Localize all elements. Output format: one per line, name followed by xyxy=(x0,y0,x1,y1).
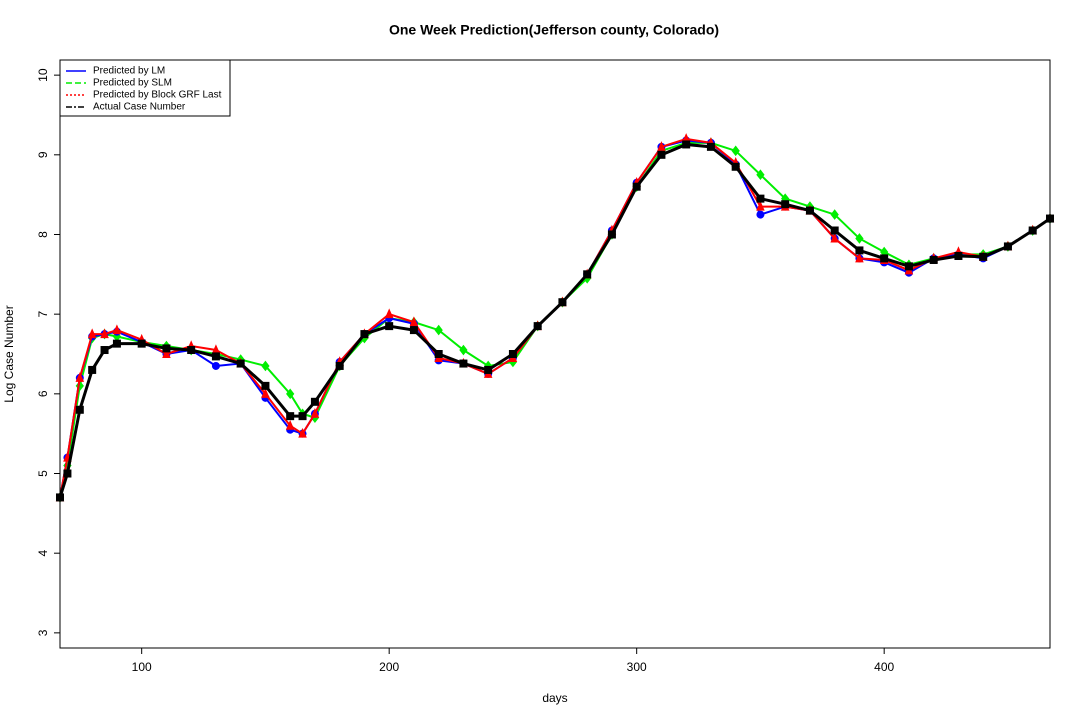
marker xyxy=(657,141,666,151)
y-tick-label: 3 xyxy=(36,629,50,636)
marker xyxy=(830,226,839,235)
marker xyxy=(112,339,121,348)
marker xyxy=(100,346,109,355)
marker xyxy=(756,169,765,181)
marker xyxy=(75,405,84,414)
marker xyxy=(508,350,517,358)
marker xyxy=(87,328,97,339)
y-tick-label: 5 xyxy=(36,470,50,477)
marker xyxy=(607,230,616,239)
marker xyxy=(211,352,220,361)
marker xyxy=(979,252,988,261)
marker xyxy=(954,252,963,260)
y-tick-label: 7 xyxy=(36,311,50,318)
marker xyxy=(533,322,542,331)
marker xyxy=(657,150,666,159)
marker xyxy=(904,262,913,271)
x-tick-label: 400 xyxy=(874,660,894,674)
chart-title: One Week Prediction(Jefferson county, Co… xyxy=(389,22,719,38)
legend-label: Actual Case Number xyxy=(93,102,186,113)
marker xyxy=(100,328,109,339)
marker xyxy=(285,419,295,430)
marker xyxy=(459,359,468,368)
marker xyxy=(137,339,146,348)
marker xyxy=(682,140,691,149)
marker xyxy=(484,365,493,374)
x-tick-label: 300 xyxy=(627,660,647,674)
marker xyxy=(632,182,641,191)
y-tick-label: 8 xyxy=(36,231,50,238)
marker xyxy=(211,361,220,370)
marker xyxy=(236,359,245,368)
marker xyxy=(855,233,864,244)
marker xyxy=(855,252,864,263)
x-tick-label: 200 xyxy=(379,660,399,674)
marker xyxy=(409,326,418,335)
marker xyxy=(756,200,765,211)
marker xyxy=(286,412,295,421)
y-tick-label: 9 xyxy=(36,151,50,158)
marker xyxy=(310,397,319,406)
y-tick-label: 4 xyxy=(36,550,50,557)
marker xyxy=(112,324,122,335)
marker xyxy=(731,145,740,157)
marker xyxy=(781,200,790,209)
marker xyxy=(286,388,295,400)
marker xyxy=(756,194,765,203)
marker xyxy=(459,344,468,356)
marker xyxy=(162,348,171,358)
marker xyxy=(187,346,196,355)
marker xyxy=(261,388,270,398)
marker xyxy=(360,330,369,339)
marker xyxy=(558,298,567,307)
marker xyxy=(880,254,889,263)
marker xyxy=(706,142,715,151)
marker xyxy=(731,162,740,171)
marker xyxy=(929,255,938,264)
legend-label: Predicted by SLM xyxy=(93,78,172,89)
marker xyxy=(434,324,443,336)
legend-label: Predicted by LM xyxy=(93,66,165,77)
marker xyxy=(298,427,307,438)
marker xyxy=(434,350,443,358)
y-axis-label: Log Case Number xyxy=(2,305,16,402)
marker xyxy=(384,308,394,319)
marker xyxy=(830,232,839,243)
marker xyxy=(385,322,394,331)
marker xyxy=(855,246,864,255)
y-tick-label: 10 xyxy=(36,68,50,82)
marker xyxy=(88,365,97,374)
marker xyxy=(310,408,320,418)
marker xyxy=(298,412,307,421)
marker xyxy=(75,372,85,382)
y-tick-label: 6 xyxy=(36,390,50,397)
marker xyxy=(756,210,765,219)
marker xyxy=(805,206,814,215)
legend-box xyxy=(59,59,231,117)
marker xyxy=(830,209,839,220)
marker xyxy=(409,316,419,327)
marker xyxy=(1028,226,1037,235)
marker xyxy=(261,360,270,372)
marker xyxy=(63,469,72,478)
marker xyxy=(583,270,592,279)
marker xyxy=(162,344,171,353)
marker xyxy=(261,381,270,390)
marker xyxy=(335,361,344,370)
x-axis-label: days xyxy=(542,691,567,705)
marker xyxy=(1003,242,1012,251)
legend-label: Predicted by Block GRF Last xyxy=(93,90,222,101)
x-tick-label: 100 xyxy=(132,660,152,674)
plot-frame xyxy=(59,59,1051,649)
